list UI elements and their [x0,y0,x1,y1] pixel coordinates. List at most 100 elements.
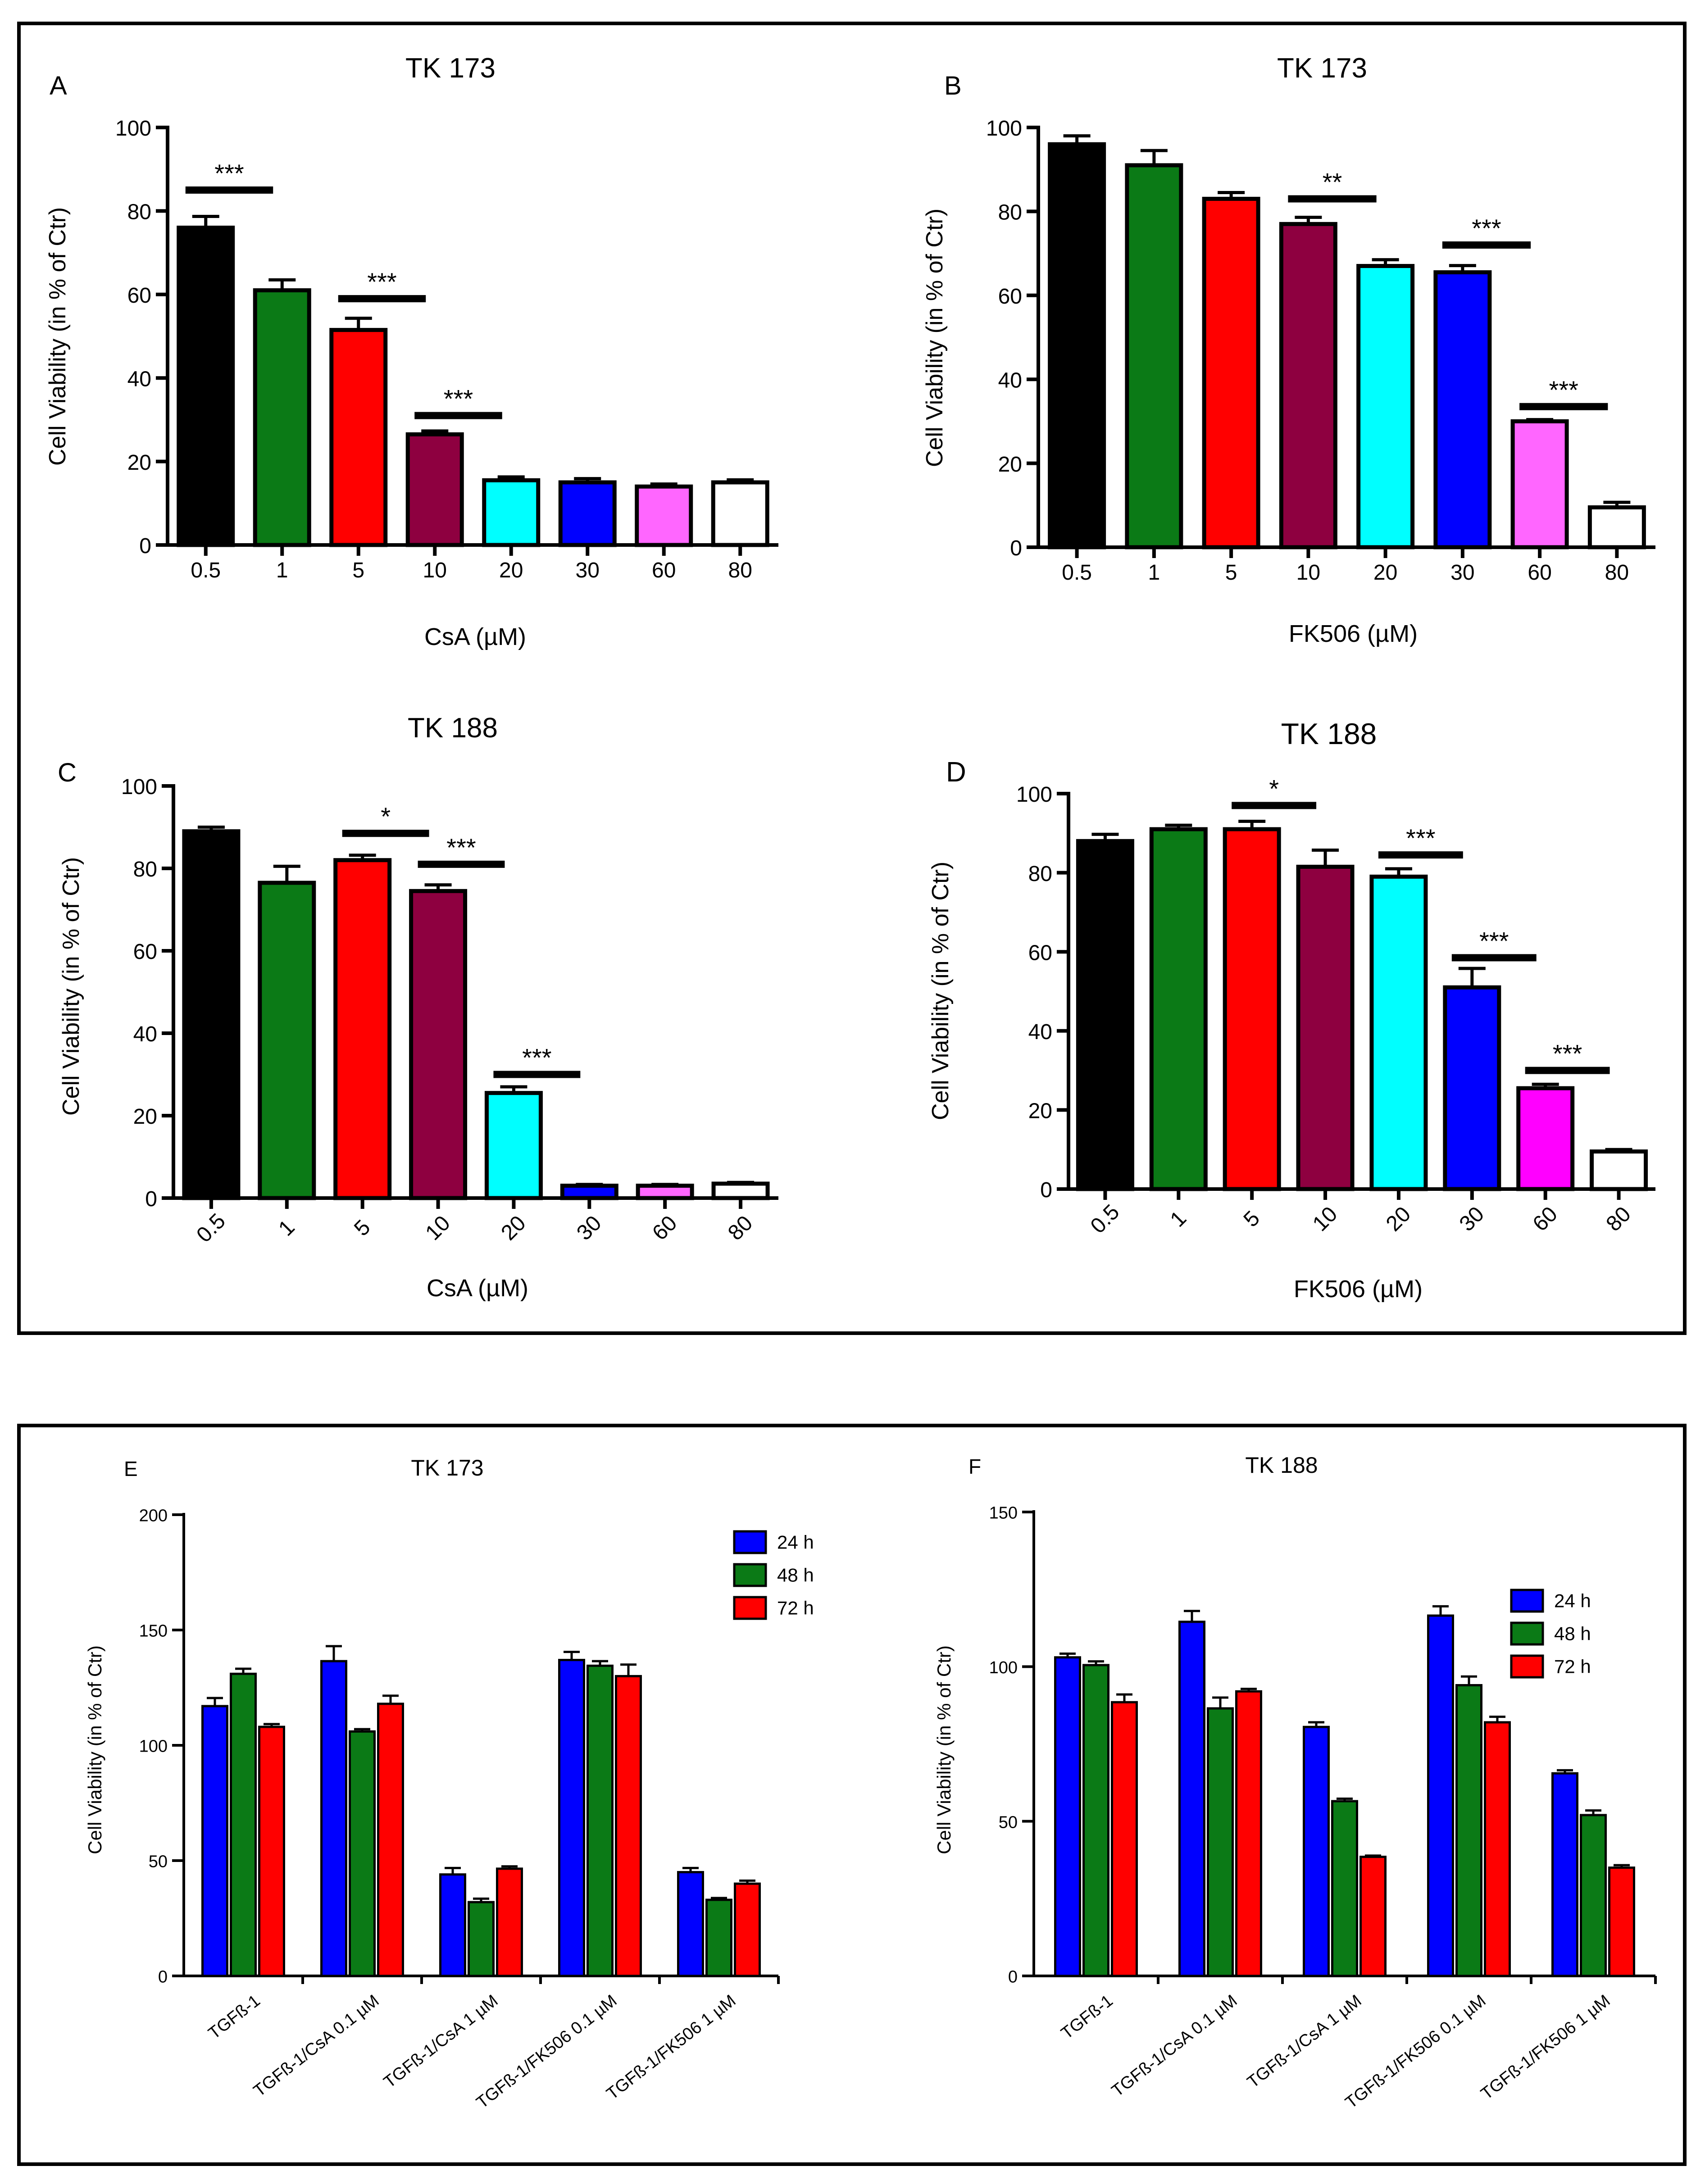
legend-swatch [1510,1654,1544,1679]
y-axis-label: Cell Viability (in % of Ctr) [933,1645,955,1854]
x-tick-label: 10 [423,558,447,582]
x-tick-label: TGFß-1/CsA 0.1 µM [1108,1991,1241,2101]
bar [258,881,316,1200]
x-tick-label: 20 [1373,561,1397,585]
x-axis-label: CsA (µM) [424,623,526,650]
y-tick-label: 80 [1028,862,1052,886]
chart-panel-f: F TK 188 Cell Viability (in % of Ctr) 0 50 10… [933,1453,1657,2112]
bar [439,1873,466,1977]
x-tick-label: TGFß-1/FK506 0.1 µM [1342,1991,1490,2112]
bar [182,829,241,1200]
y-tick-label: 20 [127,451,151,475]
chart-panel-a: A TK 173 Cell Viability (in % of Ctr) 0 20 40… [45,53,778,650]
x-tick-label: 60 [652,558,676,582]
bar [1587,505,1646,549]
bar [1149,827,1208,1191]
y-tick-label: 60 [133,940,157,964]
x-tick-label: 10 [1296,561,1320,585]
bar [1331,1800,1358,1977]
y-axis-label: Cell Viability (in % of Ctr) [922,209,948,467]
chart-title: TK 188 [408,713,498,744]
y-tick-label: 200 [139,1507,168,1526]
bar [734,1882,761,1977]
bar [636,1184,694,1200]
bar [1279,222,1337,549]
significance-label: * [1269,774,1279,803]
bar [711,480,769,547]
significance-label: *** [444,385,473,413]
bar [1054,1656,1081,1977]
bar [1608,1866,1635,1977]
y-tick-label: 0 [158,1968,168,1987]
bar [258,1725,285,1977]
panel-letter: D [946,757,966,788]
bar [1076,839,1134,1191]
bar [705,1898,732,1977]
x-tick-label: 0.5 [1062,561,1092,585]
panel-letter: E [124,1457,138,1480]
bar [482,478,541,547]
x-tick-label: TGFß-1/CsA 1 µM [380,1991,501,2092]
x-tick-label: 20 [1382,1202,1415,1236]
x-tick-label: 30 [576,558,600,582]
legend-label: 72 h [777,1597,814,1618]
x-tick-label: TGFß-1/FK506 1 µM [1478,1991,1614,2103]
y-tick-label: 150 [989,1504,1018,1523]
x-tick-label: TGFß-1/CsA 0.1 µM [250,1991,382,2101]
x-tick-label: 1 [274,1215,299,1240]
y-tick-label: 100 [989,1658,1018,1677]
y-tick-label: 20 [133,1105,157,1129]
x-axis-label: FK506 (µM) [1294,1276,1423,1303]
chart-title: TK 188 [1245,1453,1318,1478]
x-tick-label: 5 [1239,1206,1264,1231]
bottom-panel-frame [17,1424,1687,2166]
significance-label: *** [1549,376,1578,404]
bar [201,1705,228,1977]
y-tick-label: 100 [986,117,1022,141]
x-tick-label: 1 [276,558,288,582]
panel-letter: A [50,71,67,100]
chart-title: TK 173 [1277,53,1367,84]
legend-swatch [733,1596,767,1620]
legend-label: 48 h [777,1564,814,1585]
x-tick-label: 0.5 [191,558,221,582]
bar [635,484,693,547]
legend-swatch [1510,1621,1544,1646]
bar [1178,1621,1205,1977]
y-tick-label: 40 [998,368,1022,392]
y-axis-label: Cell Viability (in % of Ctr) [928,862,954,1120]
bar [1296,864,1355,1191]
y-tick-label: 20 [1028,1099,1052,1123]
x-tick-label: 20 [496,1211,530,1245]
x-tick-label: 5 [352,558,364,582]
significance-label: *** [1479,926,1509,955]
bar [1207,1707,1234,1977]
bar [558,1659,585,1977]
bar [177,225,235,547]
bar [1125,163,1183,549]
y-axis-label: Cell Viability (in % of Ctr) [84,1645,105,1854]
bar [409,889,468,1200]
x-tick-label: 10 [421,1211,455,1245]
bar [1510,419,1569,549]
x-tick-label: 30 [1455,1202,1489,1236]
bar [1369,874,1428,1191]
x-tick-label: 80 [1602,1202,1636,1236]
bar [677,1871,704,1977]
y-tick-label: 60 [1028,941,1052,965]
x-tick-label: TGFß-1 [1058,1991,1117,2043]
y-tick-label: 80 [998,201,1022,225]
x-tick-label: TGFß-1/FK506 1 µM [603,1991,740,2103]
legend-label: 24 h [1554,1590,1591,1611]
x-tick-label: 0.5 [1086,1200,1124,1238]
bar [1303,1725,1330,1977]
y-tick-label: 40 [133,1022,157,1046]
bar [484,1091,543,1200]
bar [468,1901,495,1977]
bar [1516,1086,1575,1191]
bar [496,1867,523,1977]
chart-panel-c: C TK 188 Cell Viability (in % of Ctr) 0 20 40… [58,713,778,1302]
x-tick-label: 80 [723,1211,757,1245]
bar [329,328,388,547]
